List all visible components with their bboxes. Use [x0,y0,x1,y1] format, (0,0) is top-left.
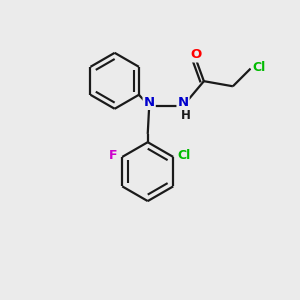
Text: H: H [181,109,190,122]
Text: Cl: Cl [177,149,190,162]
Text: Cl: Cl [252,61,266,74]
Text: N: N [144,96,155,109]
Text: N: N [178,96,189,109]
Text: F: F [109,149,118,162]
Text: O: O [190,48,201,62]
